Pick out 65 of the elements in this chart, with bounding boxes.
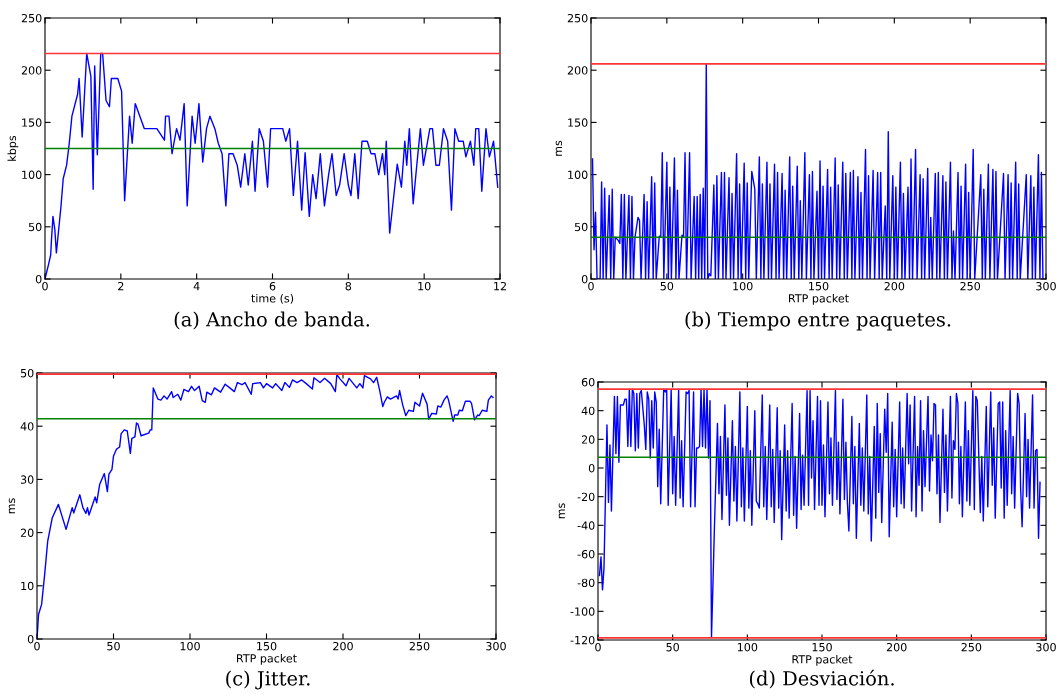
y-tick-label: 200 (21, 66, 42, 75)
text: (b) Tiempo entre paquetes. (685, 311, 951, 331)
x-tick-label: 50 (107, 641, 120, 651)
y-axis-title: ms (558, 503, 566, 519)
x-tick-label: 100 (737, 642, 758, 652)
text: (c) Jitter. (226, 670, 310, 690)
y-tick-label: 0 (581, 274, 588, 284)
x-tick-label: 250 (960, 281, 981, 291)
y-tick-label: 100 (568, 170, 588, 179)
y-tick-label: 60 (581, 377, 595, 387)
line-series (598, 388, 1041, 638)
y-tick-label: -60 (577, 549, 595, 559)
x-tick-label: 4 (193, 282, 200, 291)
x-tick-label: 10 (418, 281, 431, 291)
y-tick-label: 250 (21, 13, 42, 23)
y-tick-label: 0 (35, 274, 42, 284)
y-tick-label: 50 (574, 222, 588, 232)
y-tick-label: 40 (20, 422, 34, 431)
y-tick-label: 50 (20, 368, 34, 378)
y-tick-label: 0 (27, 634, 34, 644)
y-tick-label: 10 (21, 581, 34, 591)
y-tick-label: 150 (568, 118, 588, 127)
y-tick-label: 50 (28, 222, 42, 232)
x-tick-label: 100 (733, 281, 753, 291)
x-tick-label: 50 (666, 642, 679, 652)
x-tick-label: 150 (812, 642, 832, 652)
y-tick-label: 30 (20, 475, 34, 484)
x-tick-label: 200 (886, 642, 907, 652)
text: (d) Desviación. (749, 669, 894, 689)
x-tick-label: 200 (333, 641, 353, 651)
x-axis-title: RTP packet (237, 653, 297, 665)
x-tick-label: 8 (345, 281, 352, 291)
y-tick-label: 20 (20, 528, 34, 537)
x-axis-title: RTP packet (792, 654, 853, 666)
x-tick-label: 12 (494, 281, 506, 291)
y-axis-title: kbps (7, 135, 19, 161)
x-tick-label: 100 (180, 641, 200, 651)
x-tick-label: 150 (809, 281, 829, 291)
x-tick-label: 300 (1036, 642, 1056, 652)
x-tick-label: 300 (486, 641, 506, 651)
x-tick-label: 150 (257, 641, 277, 651)
y-tick-label: 250 (567, 13, 588, 23)
y-tick-label: -40 (577, 521, 595, 530)
x-axis-title: time (s) (251, 293, 294, 304)
x-tick-label: 2 (118, 281, 124, 291)
y-tick-label: -120 (570, 635, 595, 645)
x-axis-title: RTP packet (789, 293, 849, 305)
y-tick-label: -80 (577, 578, 595, 588)
y-tick-label: -20 (577, 492, 595, 502)
y-tick-label: 200 (567, 66, 588, 75)
x-tick-label: 300 (1036, 281, 1056, 291)
x-tick-label: 50 (660, 281, 674, 291)
y-tick-label: 20 (581, 435, 595, 444)
y-axis-title: ms (8, 498, 16, 514)
y-tick-label: 150 (22, 118, 42, 127)
y-tick-label: 40 (581, 406, 595, 416)
x-tick-label: 250 (409, 641, 430, 651)
y-tick-label: 100 (22, 170, 42, 179)
text: (a) Ancho de banda. (174, 311, 370, 330)
x-tick-label: 200 (884, 281, 905, 291)
y-tick-label: 0 (588, 463, 595, 473)
y-tick-label: -100 (570, 607, 595, 616)
x-tick-label: 250 (961, 642, 982, 652)
x-tick-label: 6 (269, 281, 276, 291)
y-axis-title: ms (555, 140, 563, 156)
